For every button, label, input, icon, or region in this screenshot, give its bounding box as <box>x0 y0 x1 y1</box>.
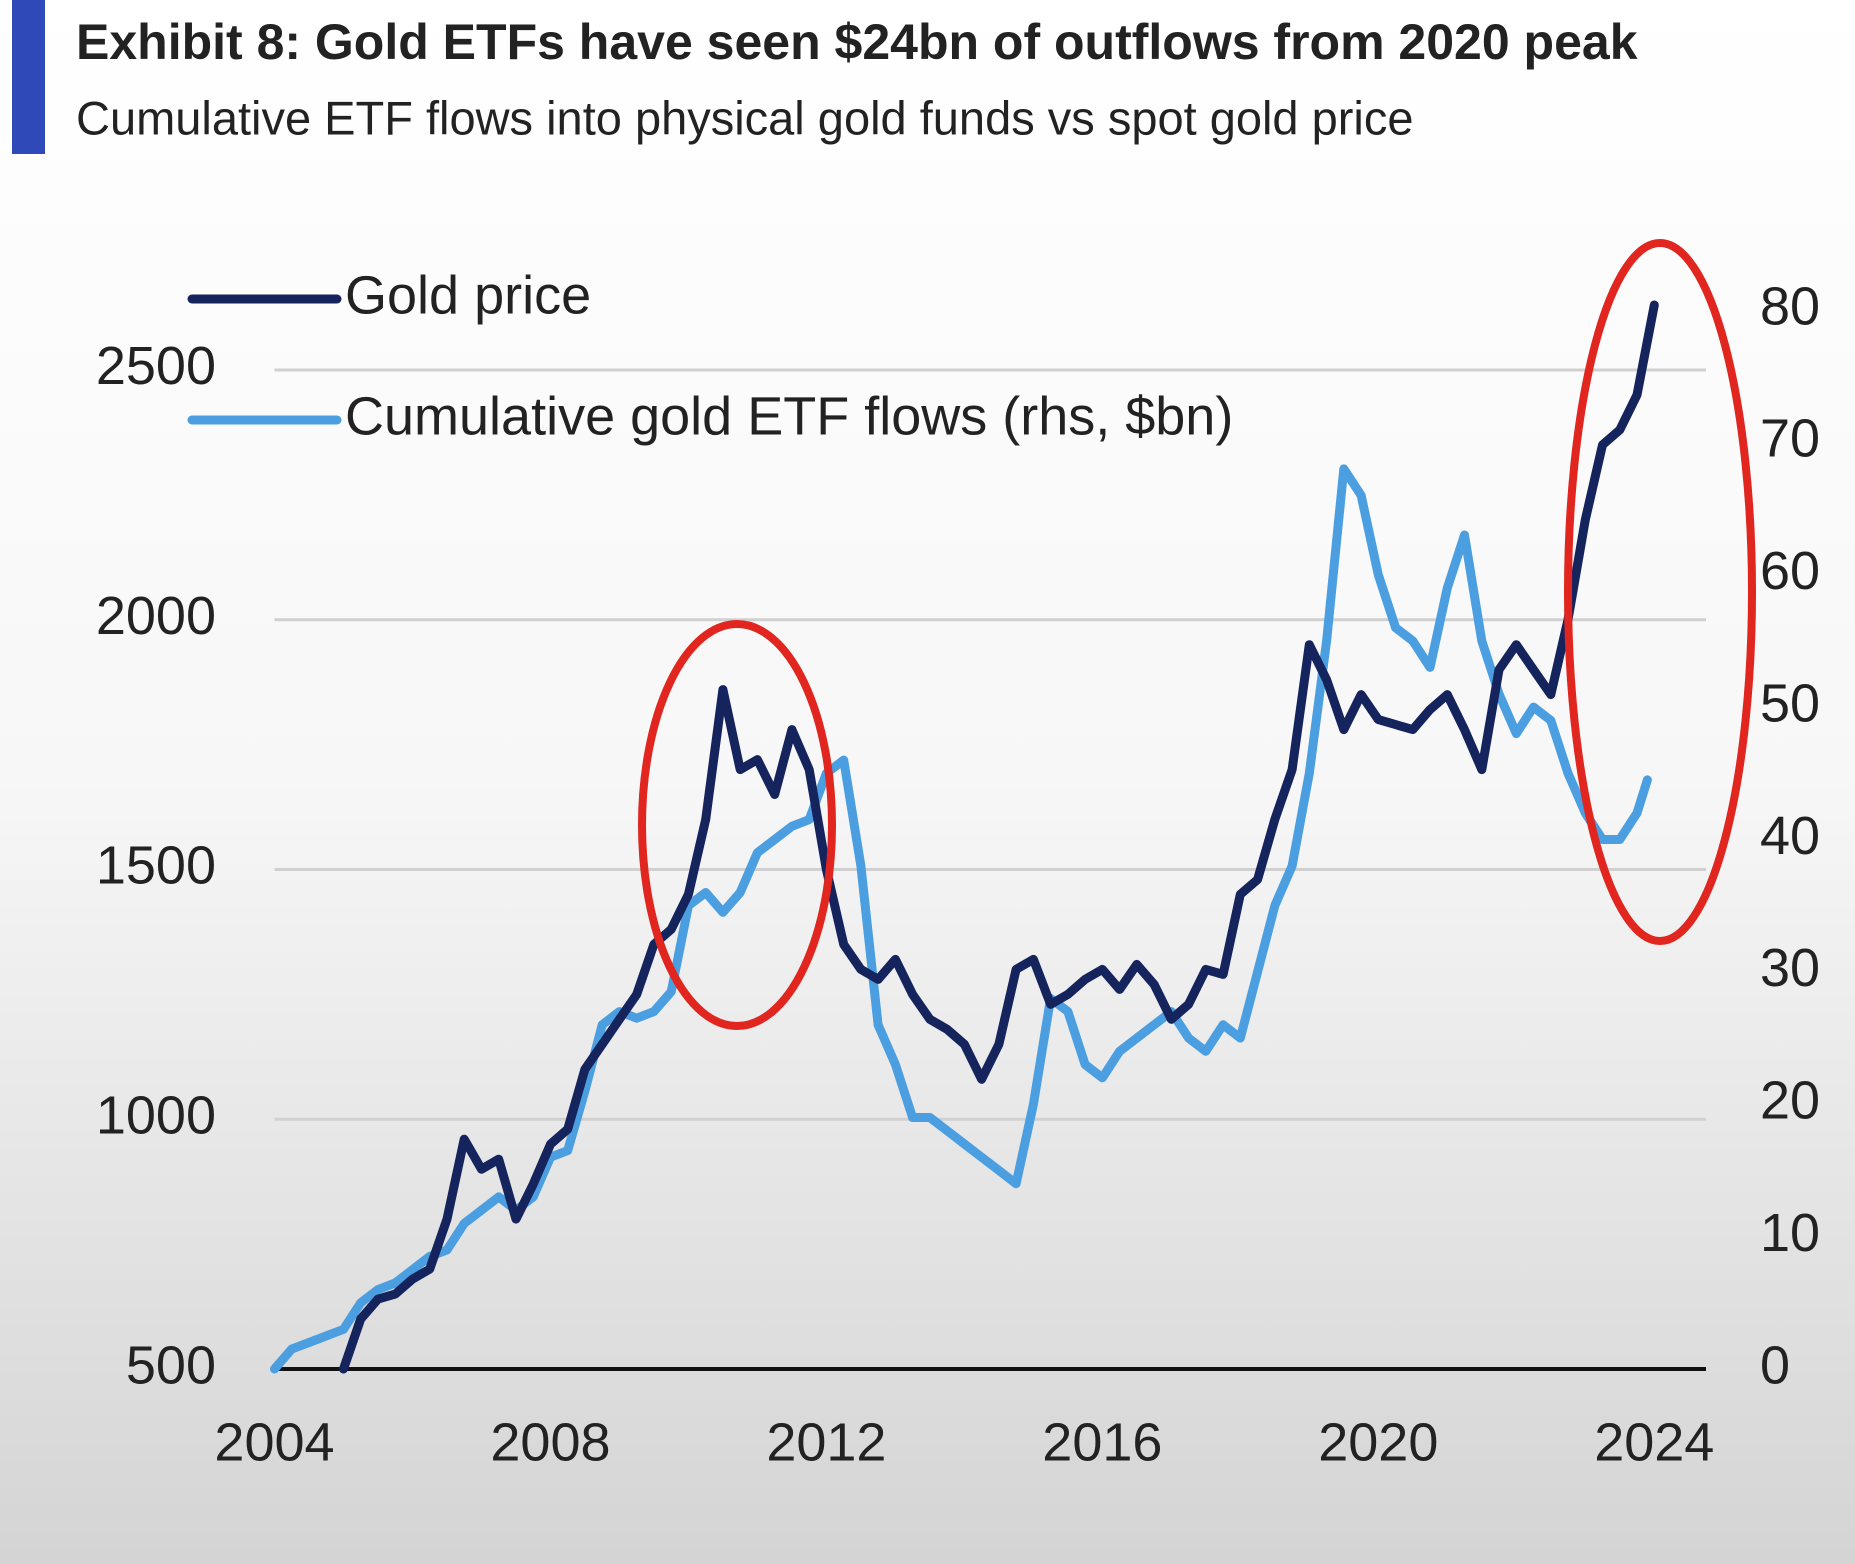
y2-tick-label: 60 <box>1760 541 1820 601</box>
series-line <box>270 464 1652 1374</box>
y2-tick-label: 70 <box>1760 409 1820 469</box>
y2-tick-label: 20 <box>1760 1071 1820 1131</box>
x-tick-label: 2016 <box>1042 1412 1162 1472</box>
y2-tick-label: 0 <box>1760 1335 1790 1395</box>
highlight-circle <box>638 620 836 1030</box>
highlight-circle <box>1564 239 1756 945</box>
legend-label: Cumulative gold ETF flows (rhs, $bn) <box>345 386 1233 446</box>
y2-tick-label: 30 <box>1760 938 1820 998</box>
y2-tick-label: 10 <box>1760 1203 1820 1263</box>
y2-tick-label: 80 <box>1760 276 1820 336</box>
title-accent <box>12 0 45 154</box>
legend-label: Gold price <box>345 265 591 325</box>
x-tick-label: 2004 <box>214 1412 334 1472</box>
chart-subtitle: Cumulative ETF flows into physical gold … <box>76 91 1414 144</box>
y-tick-label: 1500 <box>96 836 216 896</box>
x-tick-label: 2024 <box>1594 1412 1714 1472</box>
x-tick-label: 2020 <box>1318 1412 1438 1472</box>
y2-tick-label: 50 <box>1760 673 1820 733</box>
y-tick-label: 1000 <box>96 1086 216 1146</box>
y-tick-label: 500 <box>126 1335 216 1395</box>
y-tick-label: 2000 <box>96 586 216 646</box>
y2-tick-label: 40 <box>1760 806 1820 866</box>
y-tick-label: 2500 <box>96 336 216 396</box>
chart-title: Exhibit 8: Gold ETFs have seen $24bn of … <box>76 14 1638 70</box>
x-tick-label: 2008 <box>490 1412 610 1472</box>
x-tick-label: 2012 <box>766 1412 886 1472</box>
series-line <box>339 300 1659 1374</box>
